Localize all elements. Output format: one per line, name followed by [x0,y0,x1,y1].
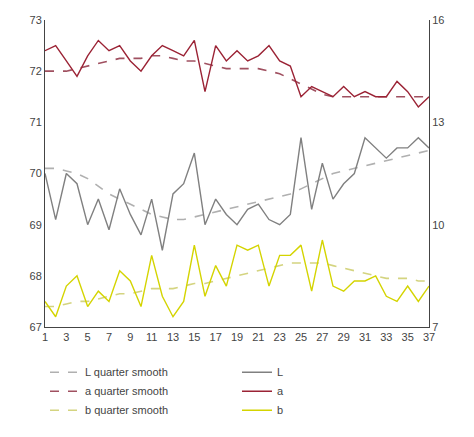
svg-text:21: 21 [252,331,264,343]
svg-text:33: 33 [380,331,392,343]
svg-text:71: 71 [30,116,42,128]
svg-text:17: 17 [210,331,222,343]
svg-text:73: 73 [30,14,42,26]
svg-text:16: 16 [432,14,444,26]
svg-text:13: 13 [432,116,444,128]
svg-text:31: 31 [359,331,371,343]
svg-text:b quarter smooth: b quarter smooth [85,404,168,416]
svg-text:b: b [277,404,283,416]
svg-text:23: 23 [274,331,286,343]
svg-text:7: 7 [432,321,438,333]
svg-text:L: L [277,366,283,378]
svg-text:69: 69 [30,219,42,231]
svg-text:35: 35 [402,331,414,343]
svg-text:L quarter smooth: L quarter smooth [85,366,168,378]
svg-text:15: 15 [188,331,200,343]
svg-text:7: 7 [106,331,112,343]
svg-text:10: 10 [432,219,444,231]
svg-text:67: 67 [30,321,42,333]
svg-text:72: 72 [30,65,42,77]
svg-text:13: 13 [167,331,179,343]
svg-text:29: 29 [338,331,350,343]
svg-text:27: 27 [316,331,328,343]
svg-text:68: 68 [30,270,42,282]
svg-text:70: 70 [30,167,42,179]
svg-text:5: 5 [85,331,91,343]
svg-text:25: 25 [295,331,307,343]
svg-text:1: 1 [42,331,48,343]
svg-text:a: a [277,385,284,397]
svg-text:3: 3 [63,331,69,343]
svg-text:19: 19 [231,331,243,343]
svg-text:37: 37 [423,331,435,343]
svg-text:a quarter smooth: a quarter smooth [85,385,168,397]
svg-text:9: 9 [127,331,133,343]
svg-text:11: 11 [146,331,157,343]
